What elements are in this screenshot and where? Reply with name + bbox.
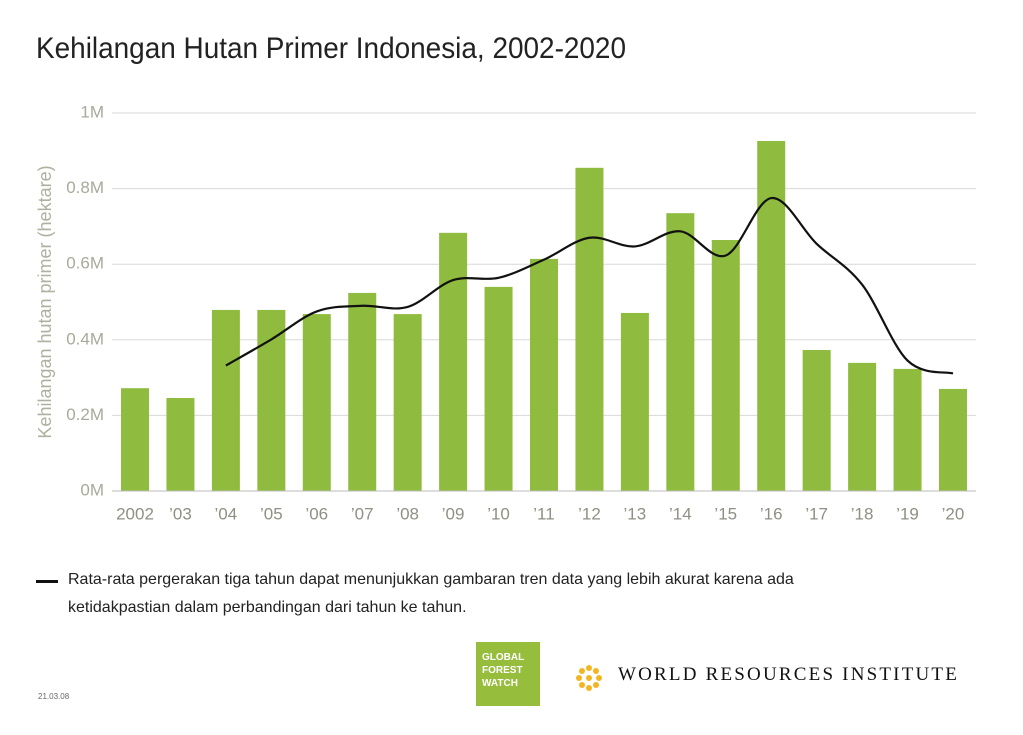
bar bbox=[575, 167, 604, 491]
bar bbox=[211, 309, 240, 491]
bar bbox=[302, 314, 331, 491]
bar bbox=[711, 240, 740, 491]
bar bbox=[848, 362, 877, 491]
bar bbox=[893, 368, 922, 491]
y-tick-label: 0.8M bbox=[66, 178, 104, 197]
moving-average-line bbox=[225, 196, 954, 375]
y-tick-label: 1M bbox=[80, 102, 104, 121]
y-tick-label: 0.4M bbox=[66, 329, 104, 348]
x-tick-label: ’15 bbox=[714, 504, 737, 523]
wri-logo: WORLD RESOURCES INSTITUTE bbox=[618, 664, 960, 685]
chart: Kehilangan Hutan Primer Indonesia, 2002-… bbox=[35, 32, 976, 523]
bar bbox=[530, 258, 558, 491]
bar bbox=[166, 398, 195, 491]
x-tick-label: ’08 bbox=[396, 504, 419, 523]
y-axis-label: Kehilangan hutan primer (hektare) bbox=[35, 165, 55, 438]
x-tick-label: ’16 bbox=[760, 504, 783, 523]
x-tick-label: ’07 bbox=[351, 504, 374, 523]
legend-key bbox=[36, 580, 58, 583]
y-tick-label: 0M bbox=[80, 480, 104, 499]
bar bbox=[757, 140, 786, 492]
gfw-logo: GLOBAL FOREST WATCH bbox=[476, 642, 540, 706]
x-tick-label: ’20 bbox=[942, 504, 965, 523]
x-tick-label: ’13 bbox=[624, 504, 647, 523]
date: 21.03.08 bbox=[38, 692, 70, 701]
x-tick-label: ’03 bbox=[169, 504, 192, 523]
x-tick-label: ’04 bbox=[215, 504, 238, 523]
x-tick-label: ’14 bbox=[669, 504, 692, 523]
bar bbox=[484, 286, 513, 491]
bar bbox=[439, 232, 468, 492]
x-tick-label: ’10 bbox=[487, 504, 510, 523]
bar bbox=[121, 388, 149, 491]
legend-text: Rata-rata pergerakan tiga tahun dapat me… bbox=[68, 571, 794, 616]
x-tick-label: ’17 bbox=[805, 504, 828, 523]
x-tick-label: 2002 bbox=[116, 504, 154, 523]
x-tick-label: ’19 bbox=[896, 504, 919, 523]
bar bbox=[666, 213, 695, 492]
wri-icon bbox=[576, 665, 602, 691]
bar bbox=[393, 314, 422, 491]
bar bbox=[939, 388, 967, 491]
bar bbox=[802, 350, 831, 491]
x-tick-label: ’18 bbox=[851, 504, 874, 523]
bar bbox=[348, 292, 377, 491]
bar bbox=[257, 309, 286, 491]
x-tick-label: ’12 bbox=[578, 504, 601, 523]
bar bbox=[620, 312, 649, 491]
y-tick-label: 0.6M bbox=[66, 254, 104, 273]
x-tick-label: ’11 bbox=[533, 504, 554, 523]
chart-title: Kehilangan Hutan Primer Indonesia, 2002-… bbox=[36, 32, 626, 65]
y-tick-label: 0.2M bbox=[66, 405, 104, 424]
x-tick-label: ’05 bbox=[260, 504, 283, 523]
x-tick-label: ’06 bbox=[305, 504, 328, 523]
x-tick-label: ’09 bbox=[442, 504, 465, 523]
